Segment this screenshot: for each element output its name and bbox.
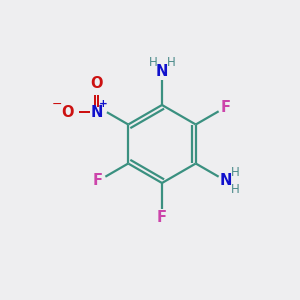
Text: F: F xyxy=(93,173,103,188)
Text: N: N xyxy=(220,173,232,188)
Text: N: N xyxy=(90,105,103,120)
Text: F: F xyxy=(157,210,167,225)
Text: H: H xyxy=(167,56,176,69)
Text: +: + xyxy=(99,99,107,110)
Text: O: O xyxy=(90,76,103,91)
Text: H: H xyxy=(148,56,158,69)
Text: −: − xyxy=(52,98,63,111)
Text: F: F xyxy=(221,100,231,115)
Text: H: H xyxy=(230,166,239,179)
Text: O: O xyxy=(61,105,74,120)
Text: H: H xyxy=(230,183,239,196)
Text: N: N xyxy=(156,64,168,79)
